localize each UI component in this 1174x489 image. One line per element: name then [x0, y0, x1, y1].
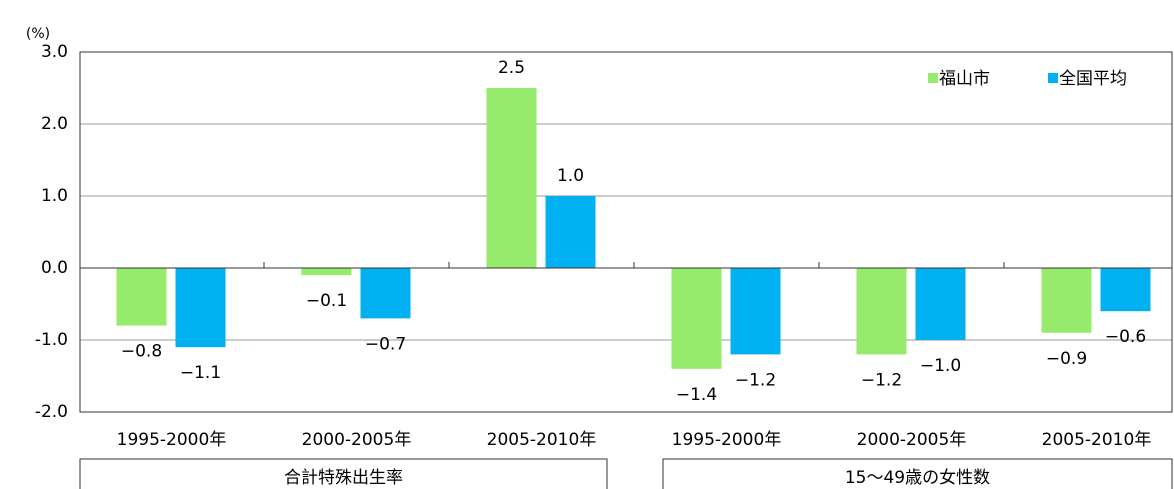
- bar: [116, 268, 167, 326]
- x-tick-label: 1995-2000年: [117, 430, 227, 450]
- group-label: 合計特殊出生率: [284, 468, 403, 488]
- legend-swatch: [928, 73, 938, 83]
- legend-label: 全国平均: [1059, 69, 1127, 89]
- group-label: 15〜49歳の女性数: [845, 468, 990, 488]
- x-tick-label: 2005-2010年: [1042, 430, 1152, 450]
- y-tick-label: 2.0: [41, 114, 68, 134]
- y-tick-label: 1.0: [41, 186, 68, 206]
- value-label: −1.2: [861, 370, 902, 390]
- value-label: −0.9: [1046, 349, 1087, 369]
- bar: [360, 268, 411, 319]
- value-label: 1.0: [557, 166, 584, 186]
- x-tick-label: 2000-2005年: [302, 430, 412, 450]
- y-tick-label: 3.0: [41, 42, 68, 62]
- value-label: −0.7: [365, 334, 406, 354]
- y-tick-label: -1.0: [35, 330, 68, 350]
- value-label: −1.0: [920, 356, 961, 376]
- unit-label: (%): [26, 26, 50, 42]
- bar: [545, 196, 596, 268]
- bar: [301, 268, 352, 276]
- legend-label: 福山市: [939, 69, 990, 89]
- value-label: −1.1: [180, 363, 221, 383]
- bar: [486, 88, 537, 268]
- group-box: [79, 458, 608, 489]
- x-tick-label: 1995-2000年: [672, 430, 782, 450]
- bar: [730, 268, 781, 355]
- value-label: −1.2: [735, 370, 776, 390]
- bar: [856, 268, 907, 355]
- y-tick-label: 0.0: [41, 258, 68, 278]
- y-tick-label: -2.0: [35, 402, 68, 422]
- value-label: −1.4: [676, 385, 717, 405]
- bar: [1100, 268, 1151, 312]
- bar: [175, 268, 226, 348]
- plot-frame: [79, 51, 1173, 413]
- bar: [1041, 268, 1092, 333]
- value-label: −0.1: [306, 291, 347, 311]
- value-label: 2.5: [498, 58, 525, 78]
- x-tick-label: 2000-2005年: [857, 430, 967, 450]
- value-label: −0.6: [1105, 327, 1146, 347]
- x-tick-label: 2005-2010年: [487, 430, 597, 450]
- group-box: [662, 458, 1173, 489]
- bar: [915, 268, 966, 340]
- value-label: −0.8: [121, 342, 162, 362]
- bar: [671, 268, 722, 369]
- legend-swatch: [1048, 73, 1058, 83]
